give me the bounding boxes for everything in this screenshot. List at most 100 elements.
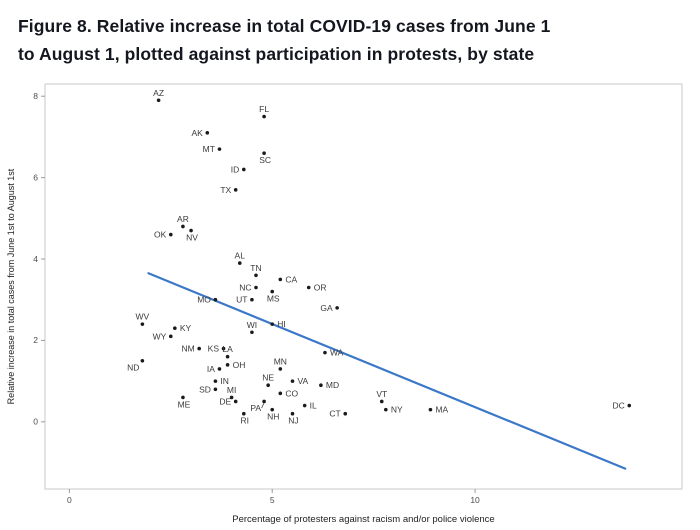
point-label-DC: DC [612,401,624,411]
data-point-MT [217,147,222,151]
point-label-ND: ND [127,362,139,372]
figure-title-line2: to August 1, plotted against participati… [18,44,535,64]
data-point-NJ [290,411,295,416]
data-point-CA [278,277,283,282]
point-label-NV: NV [186,233,198,243]
point-label-NH: NH [267,412,279,422]
point-label-AR: AR [177,214,189,224]
point-label-CO: CO [285,388,298,398]
data-point-NH [270,407,275,412]
x-tick-label: 5 [270,495,275,505]
data-point-AK [205,131,210,135]
point-label-OK: OK [154,230,167,240]
point-label-GA: GA [320,303,333,313]
label-leader-PA [261,403,265,409]
point-label-ME: ME [178,399,191,409]
data-point-MA [428,407,433,412]
point-label-KY: KY [180,323,192,333]
point-label-NM: NM [181,344,194,354]
data-point-NY [384,407,388,412]
point-label-CA: CA [285,274,297,284]
point-label-IL: IL [310,401,317,411]
point-label-TN: TN [250,263,261,273]
data-point-FL [262,114,266,119]
point-label-WY: WY [153,331,167,341]
y-tick-label: 6 [33,172,38,182]
point-label-LA: LA [222,344,233,354]
data-point-SD [213,387,218,392]
y-tick-label: 8 [33,91,38,101]
point-label-MI: MI [227,385,236,395]
point-label-MD: MD [326,380,339,390]
scatter-plot-container: 0 2 4 6 8 0 5 10 AZ FL AK MT SC ID TX AR OK NV AL TN CA NC OR M… [0,76,700,530]
point-label-RI: RI [241,416,250,426]
point-label-AK: AK [191,128,203,138]
data-point-IN [213,379,218,383]
point-label-KS: KS [208,344,220,354]
data-point-NE [266,383,270,388]
data-point-SC [262,151,266,155]
data-point-CO [278,391,283,396]
point-label-AZ: AZ [153,88,164,98]
data-point-ND [140,358,145,363]
data-point-TX [233,188,238,192]
point-label-OH: OH [233,360,246,370]
x-tick-label: 10 [470,495,480,505]
point-label-CT: CT [329,409,340,419]
point-label-WI: WI [247,320,257,330]
point-label-HI: HI [277,319,286,329]
data-point-IA [217,367,222,371]
data-point-UT [250,297,254,302]
data-point-IL [302,403,307,408]
y-tick-label: 4 [33,254,38,264]
point-label-SD: SD [199,384,211,394]
point-label-SC: SC [259,155,271,165]
data-point-RI [242,411,246,416]
point-label-IN: IN [220,376,229,386]
figure-title-line1: Figure 8. Relative increase in total COV… [18,16,551,36]
point-label-AL: AL [235,251,246,261]
data-point-WY [168,334,173,339]
data-point-WA [323,350,327,355]
data-point-CT [343,411,348,416]
data-point-TN [254,273,258,278]
figure-title: Figure 8. Relative increase in total COV… [0,0,700,68]
data-point-KY [173,326,177,331]
point-label-OR: OR [314,283,327,293]
data-point-AZ [156,98,161,103]
data-point-VT [379,399,384,404]
point-label-FL: FL [259,104,269,114]
data-point-WI [250,330,254,335]
data-point-VA [290,379,295,383]
x-axis-title: Percentage of protesters against racism … [232,514,494,525]
point-label-MT: MT [203,144,215,154]
data-point-ME [181,395,185,400]
data-point-LA [225,354,230,359]
data-point-AL [237,261,242,265]
y-tick-label: 0 [33,417,38,427]
point-label-MS: MS [267,294,280,304]
data-point-GA [335,306,339,310]
point-label-MA: MA [435,405,448,415]
point-label-WV: WV [136,312,150,322]
point-label-NE: NE [262,373,274,383]
data-point-OK [168,232,173,237]
data-point-OR [306,285,311,290]
point-label-MN: MN [274,356,287,366]
point-label-UT: UT [236,295,247,305]
point-label-VT: VT [376,389,387,399]
point-label-WA: WA [330,348,344,358]
data-point-DE [233,399,238,404]
data-point-ID [242,167,246,172]
point-label-VA: VA [297,376,308,386]
point-label-TX: TX [220,185,231,195]
plot-panel [44,83,683,490]
data-point-MN [278,367,283,371]
data-point-KS [221,346,226,351]
trend-line [147,272,627,470]
data-point-NC [254,285,258,290]
data-point-OH [225,363,230,367]
point-label-PA: PA [250,403,261,413]
